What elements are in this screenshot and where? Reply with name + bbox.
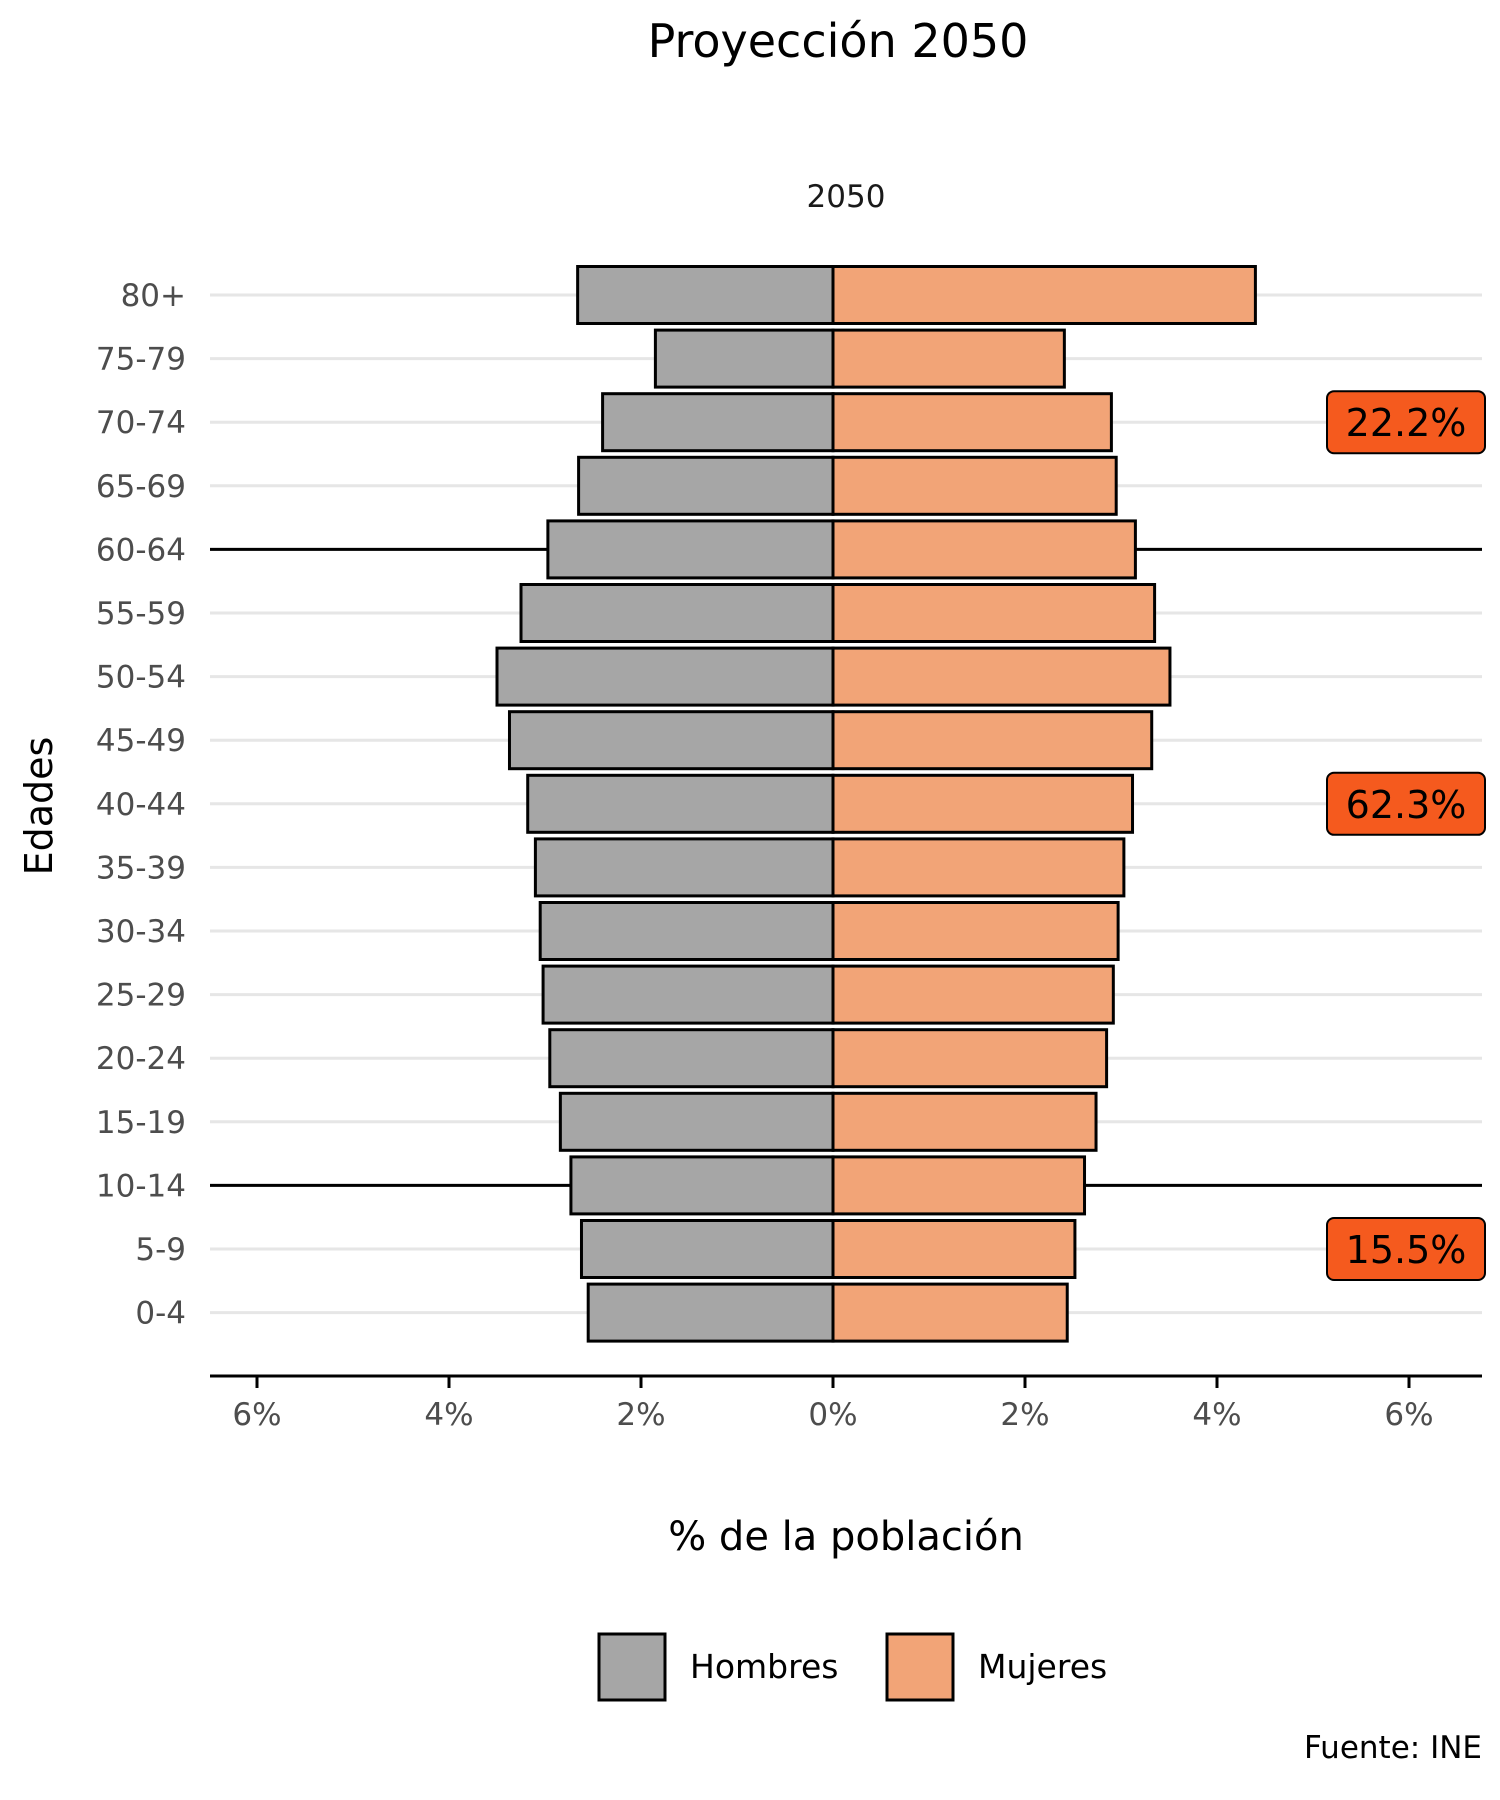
y-tick-label: 20-24: [96, 1041, 186, 1077]
bar-hombres-55-59: [519, 583, 835, 643]
bar-mujeres-80+: [831, 265, 1257, 325]
bar-hombres-35-39: [533, 837, 835, 898]
y-tick-label: 45-49: [96, 723, 186, 759]
bar-mujeres-70-74: [831, 392, 1113, 453]
chart-title: Proyección 2050: [648, 14, 1029, 68]
bar-mujeres-75-79: [831, 328, 1066, 389]
bar-hombres-25-29: [541, 964, 835, 1025]
x-tick-label: 4%: [424, 1397, 473, 1433]
y-tick-label: 80+: [121, 278, 186, 314]
x-tick-label: 6%: [1384, 1397, 1433, 1433]
bar-hombres-10-14: [569, 1155, 835, 1216]
bar-hombres-50-54: [495, 646, 835, 707]
legend-key-mujeres: [885, 1632, 955, 1702]
bar-hombres-30-34: [538, 901, 835, 961]
annotations: 22.2% 62.3% 15.5%: [1326, 390, 1486, 1281]
x-tick-label: 6%: [232, 1397, 281, 1433]
legend: Hombres Mujeres: [597, 1632, 1107, 1702]
y-tick-label: 0-4: [135, 1296, 186, 1332]
bar-mujeres-65-69: [831, 455, 1118, 516]
bar-hombres-5-9: [579, 1219, 835, 1279]
y-tick-label: 75-79: [96, 342, 186, 378]
bars: [495, 265, 1257, 1343]
annotation-label: 22.2%: [1346, 401, 1467, 445]
bar-hombres-60-64: [546, 519, 835, 580]
legend-label-hombres: Hombres: [690, 1647, 838, 1686]
facet-label: 2050: [807, 179, 886, 215]
y-tick-label: 65-69: [96, 469, 186, 505]
bar-hombres-75-79: [653, 328, 835, 389]
y-axis-title: Edades: [17, 737, 61, 876]
y-tick-label: 55-59: [96, 596, 186, 632]
bar-mujeres-60-64: [831, 519, 1137, 580]
bar-mujeres-20-24: [831, 1028, 1109, 1089]
y-tick-label: 5-9: [135, 1232, 186, 1268]
y-tick-label: 10-14: [96, 1168, 186, 1204]
x-tick-label: 0%: [808, 1397, 857, 1433]
bar-hombres-20-24: [548, 1028, 835, 1089]
y-tick-label: 50-54: [96, 660, 186, 696]
x-tick-label: 2%: [1000, 1397, 1049, 1433]
bar-mujeres-45-49: [831, 710, 1154, 771]
annotation-label: 15.5%: [1346, 1228, 1467, 1272]
bar-mujeres-30-34: [831, 901, 1120, 961]
annotation-box: [1326, 390, 1486, 455]
y-tick-label: 40-44: [96, 787, 186, 823]
bar-hombres-65-69: [577, 455, 835, 516]
bar-hombres-0-4: [586, 1282, 835, 1343]
x-axis-title: % de la población: [668, 1514, 1024, 1560]
bar-hombres-70-74: [601, 392, 835, 453]
bar-mujeres-5-9: [831, 1219, 1077, 1279]
chart-caption: Fuente: INE: [1304, 1730, 1482, 1766]
x-tick-label: 4%: [1192, 1397, 1241, 1433]
bar-mujeres-50-54: [831, 646, 1172, 707]
y-tick-label: 30-34: [96, 914, 186, 950]
bar-mujeres-55-59: [831, 583, 1157, 643]
annotation-box: [1326, 1217, 1486, 1281]
legend-label-mujeres: Mujeres: [978, 1647, 1107, 1686]
legend-key-hombres: [597, 1632, 667, 1702]
bar-hombres-45-49: [507, 710, 835, 771]
bar-mujeres-40-44: [831, 773, 1135, 834]
bar-mujeres-25-29: [831, 964, 1115, 1025]
annotation-label: 62.3%: [1346, 783, 1467, 827]
y-tick-label: 25-29: [96, 978, 186, 1014]
y-tick-label: 70-74: [96, 405, 186, 441]
y-tick-label: 15-19: [96, 1105, 186, 1141]
bar-hombres-15-19: [558, 1091, 835, 1152]
bar-mujeres-35-39: [831, 837, 1126, 898]
bar-mujeres-0-4: [831, 1282, 1069, 1343]
axes: 0-4 5-9 10-14 15-19 20-24 25-29 30-34 35-39 40-4…: [96, 278, 1482, 1433]
bar-hombres-80+: [576, 265, 835, 325]
y-tick-label: 35-39: [96, 850, 186, 886]
bar-mujeres-10-14: [831, 1155, 1087, 1216]
annotation-box: [1326, 771, 1486, 836]
bar-mujeres-15-19: [831, 1091, 1098, 1152]
y-tick-label: 60-64: [96, 532, 186, 568]
bar-hombres-40-44: [526, 773, 835, 834]
x-tick-label: 2%: [616, 1397, 665, 1433]
